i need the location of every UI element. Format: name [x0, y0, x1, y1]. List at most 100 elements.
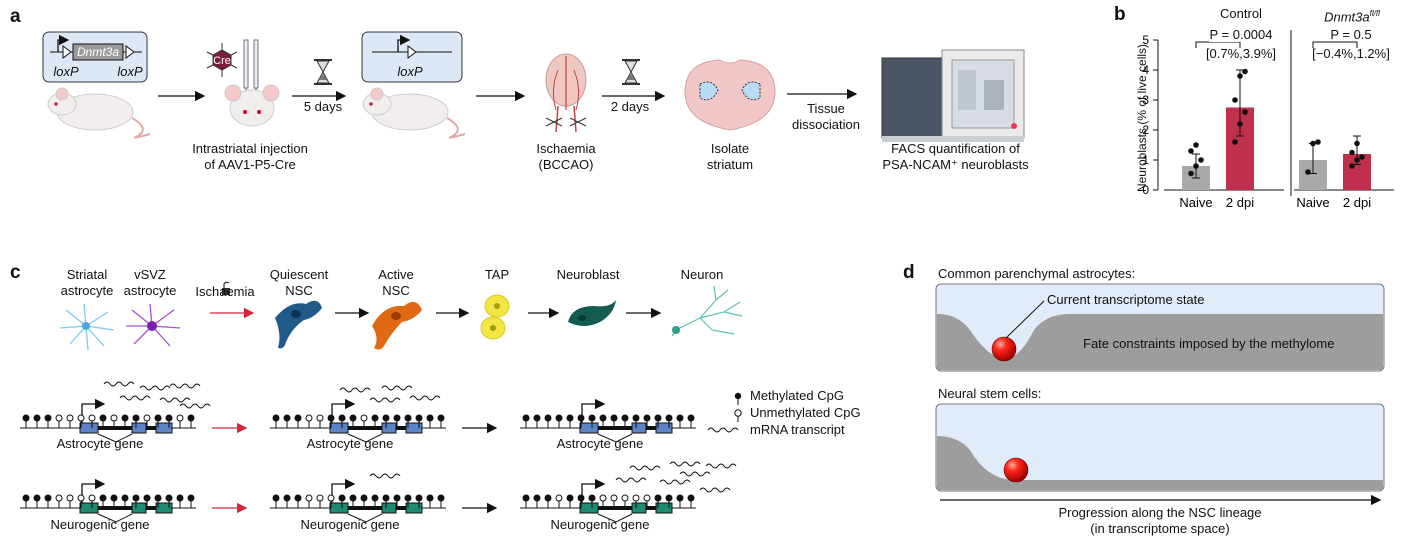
- unmethylated-cpg: [66, 494, 74, 502]
- exon: [579, 422, 599, 434]
- methylated-cpg: [577, 494, 585, 502]
- mrna-transcript: [679, 471, 711, 477]
- mrna-transcript: [659, 479, 691, 485]
- unmethylated-cpg: [88, 414, 96, 422]
- methylated-cpg: [294, 494, 302, 502]
- panel-letter-b: b: [1114, 4, 1126, 25]
- mrna-transcript: [381, 385, 413, 391]
- panel-letter-d: d: [903, 262, 915, 283]
- mrna-transcript: [705, 463, 737, 469]
- exon: [131, 502, 147, 514]
- intron: [646, 426, 656, 430]
- neuro-gene-label-1: Neurogenic gene: [50, 517, 150, 532]
- data-point: [1188, 148, 1194, 154]
- unmethylated-cpg: [77, 414, 85, 422]
- methylated-cpg: [187, 494, 195, 502]
- unmethylated-cpg: [599, 494, 607, 502]
- data-point: [1242, 109, 1248, 115]
- methylated-cpg: [665, 414, 673, 422]
- cell-label-striatal-1: Striatal: [66, 267, 108, 282]
- methylated-cpg: [544, 414, 552, 422]
- hourglass-icon: [314, 59, 332, 85]
- methylated-cpg: [632, 414, 640, 422]
- methylated-cpg: [382, 494, 390, 502]
- mrna-transcript: [629, 465, 661, 471]
- splice-line: [97, 513, 133, 523]
- isolate-label-1: Isolate: [710, 141, 750, 156]
- methylated-cpg: [687, 494, 695, 502]
- intron: [98, 506, 132, 510]
- injection-label-1: Intrastriatal injection: [192, 141, 308, 156]
- bottom-landscape-title: Neural stem cells:: [938, 386, 1042, 401]
- cell-label-vsvz-1: vSVZ: [134, 267, 166, 282]
- exon: [631, 422, 647, 434]
- mrna-transcript: [409, 395, 441, 401]
- methylated-cpg: [154, 414, 162, 422]
- unmethylated-cpg: [66, 414, 74, 422]
- construct-floxed-box: [42, 31, 148, 83]
- x-tick-label: 2 dpi: [1343, 195, 1371, 210]
- wait-5-days: 5 days: [303, 99, 343, 114]
- p-value-control: P = 0.0004: [1186, 27, 1296, 43]
- exon: [131, 422, 147, 434]
- landscape-top: [935, 283, 1385, 372]
- exon: [79, 422, 99, 434]
- splice-line: [347, 513, 383, 523]
- data-point: [1237, 121, 1243, 127]
- data-point: [1315, 139, 1321, 145]
- methylated-cpg: [415, 494, 423, 502]
- unmethylated-cpg: [55, 414, 63, 422]
- methylated-cpg: [44, 414, 52, 422]
- unmethylated-cpg: [77, 494, 85, 502]
- intron: [348, 506, 382, 510]
- methylated-cpg: [349, 414, 357, 422]
- methylated-cpg: [415, 414, 423, 422]
- ischaemia-label-2: (BCCAO): [538, 157, 594, 172]
- methylated-cpg: [294, 414, 302, 422]
- active-nsc-icon: [372, 301, 422, 350]
- unmethylated-cpg: [305, 494, 313, 502]
- unmethylated-cpg: [110, 414, 118, 422]
- intron: [396, 506, 406, 510]
- methylated-cpg: [143, 494, 151, 502]
- methylated-cpg: [176, 494, 184, 502]
- gene-diagrams: [20, 381, 737, 523]
- loxp-right-label: loxP: [117, 64, 143, 79]
- cell-label-neuroblast: Neuroblast: [556, 267, 620, 282]
- methylated-cpg: [687, 414, 695, 422]
- intron: [598, 506, 632, 510]
- data-point: [1310, 140, 1316, 147]
- methylated-cpg: [555, 414, 563, 422]
- data-point: [1305, 169, 1311, 175]
- exon: [381, 502, 397, 514]
- loxp-left-label: loxP: [53, 64, 79, 79]
- data-point: [1198, 157, 1204, 163]
- brain-slice-icon: [684, 59, 776, 131]
- methylated-cpg: [22, 494, 30, 502]
- neuron-icon: [671, 285, 743, 337]
- data-point: [1359, 154, 1365, 160]
- astro-gene-label-3: Astrocyte gene: [556, 436, 644, 451]
- ischaemia-label-1: Ischaemia: [536, 141, 596, 156]
- methylated-cpg: [371, 414, 379, 422]
- unmethylated-cpg: [555, 494, 563, 502]
- methylated-cpg: [522, 414, 530, 422]
- methylated-cpg: [99, 414, 107, 422]
- mrna-transcript: [159, 397, 191, 403]
- methylated-cpg: [566, 494, 574, 502]
- quiescent-nsc-icon: [275, 300, 322, 349]
- data-point: [1188, 170, 1194, 177]
- exon: [79, 502, 99, 514]
- cell-label-striatal-2: astrocyte: [60, 283, 114, 298]
- facs-label-2: PSA-NCAM⁺ neuroblasts: [882, 157, 1029, 172]
- methylated-cpg: [44, 494, 52, 502]
- exon: [155, 422, 173, 434]
- p-value-control-text: P = 0.0004: [1209, 27, 1273, 42]
- methylated-cpg: [533, 494, 541, 502]
- unmethylated-cpg: [143, 414, 151, 422]
- methylated-cpg: [437, 494, 445, 502]
- methylated-cpg: [121, 494, 129, 502]
- unmethylated-cpg: [316, 414, 324, 422]
- exon: [405, 502, 423, 514]
